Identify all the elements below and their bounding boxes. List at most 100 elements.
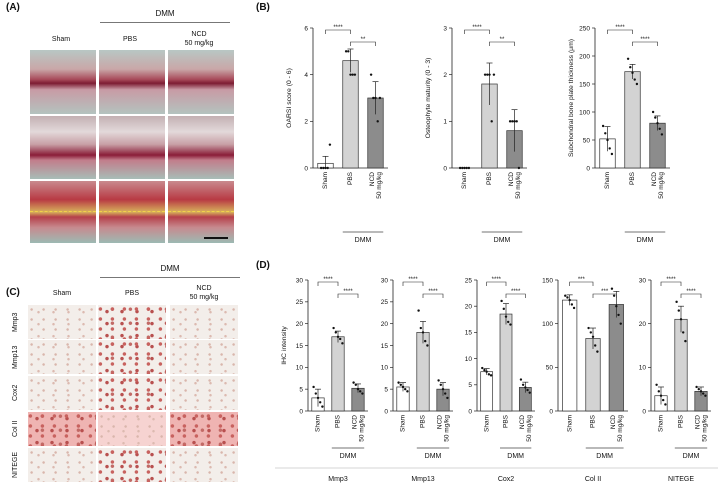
- mmp3-y-tick-label: 20: [296, 321, 304, 328]
- nitege-data-point: [655, 383, 658, 386]
- col2-category-label: Sham: [566, 415, 573, 432]
- mmp3-significance-bracket: [317, 281, 339, 286]
- osteophyte-data-point: [511, 120, 514, 123]
- oarsi-data-point: [344, 50, 348, 53]
- osteophyte-data-point: [490, 120, 493, 123]
- subchondral-data-point: [635, 82, 639, 86]
- oarsi-data-point: [376, 120, 379, 123]
- mmp13-y-tick-label: 10: [381, 365, 389, 372]
- mmp13-data-point: [444, 392, 447, 395]
- oarsi-category-label: NCD: [369, 172, 376, 186]
- cox2-data-point: [483, 368, 486, 372]
- histology-image-r3-c1: [30, 181, 96, 243]
- oarsi-data-point: [353, 73, 357, 76]
- mmp13-data-point: [426, 344, 429, 347]
- mmp3-significance-bracket: [337, 293, 359, 298]
- panel-c-col-sham: Sham: [52, 290, 72, 297]
- cox2-significance-label: ****: [511, 289, 521, 295]
- oarsi-y-tick-label: 6: [304, 25, 308, 32]
- osteophyte-data-point: [513, 120, 516, 123]
- mmp3-y-tick-label: 10: [296, 365, 304, 372]
- cox2-data-point: [481, 366, 484, 370]
- osteophyte-data-point: [508, 120, 512, 123]
- ihc-image-r1-c1: [28, 305, 96, 339]
- oarsi-data-point: [349, 73, 352, 76]
- cox2-y-tick-label: 5: [468, 382, 472, 389]
- mmp13-significance-bracket: [422, 293, 444, 298]
- mmp13-category-label: 50 mg/kg: [444, 415, 451, 442]
- panel-label-b: (B): [256, 2, 270, 13]
- ihc-image-r4-c1: [28, 412, 96, 446]
- panel-a-col-sham: Sham: [51, 36, 71, 43]
- cox2-y-tick-label: 10: [465, 356, 473, 363]
- mmp3-data-point: [312, 385, 315, 389]
- mmp13-data-point: [399, 383, 402, 386]
- panel-a-col-pbs: PBS: [122, 36, 137, 43]
- col2-bar: [608, 304, 624, 412]
- col2-significance-bracket: [569, 281, 594, 286]
- col2-significance-bracket: [592, 293, 617, 298]
- oarsi-data-point: [374, 96, 377, 100]
- mmp13-category-label: NCD: [437, 415, 444, 429]
- ihc-image-r3-c3: [170, 376, 238, 410]
- cox2-data-point: [507, 320, 510, 324]
- nitege-data-point: [662, 398, 665, 402]
- mmp3-data-point: [314, 392, 317, 395]
- col2-y-tick-label: 100: [542, 321, 553, 328]
- col2-data-point: [610, 287, 614, 290]
- subchondral-significance-label: ****: [615, 25, 625, 31]
- mmp3-y-label: IHC intensity: [281, 326, 288, 365]
- osteophyte-y-label: Osteophyte maturity (0 - 3): [425, 58, 432, 139]
- ihc-image-r1-c2: [98, 305, 166, 339]
- subchondral-category-label: 50 mg/kg: [658, 172, 665, 199]
- mmp13-group-label: DMM: [425, 453, 442, 460]
- cox2-significance-label: ****: [492, 277, 502, 283]
- nitege-data-point: [657, 390, 660, 393]
- oarsi-y-tick-label: 4: [304, 72, 308, 79]
- cox2-category-label: Sham: [483, 415, 490, 432]
- panel-a-col-ncd: NCD 50 mg/kg: [184, 31, 214, 47]
- col2-data-point: [596, 350, 599, 353]
- mmp3-data-point: [334, 331, 337, 334]
- col2-bar: [562, 299, 578, 412]
- osteophyte-y-tick-label: 2: [443, 72, 447, 79]
- ihc-image-r4-c2: [98, 412, 166, 446]
- nitege-data-point: [675, 300, 678, 304]
- col2-data-point: [594, 344, 597, 347]
- nitege-category-label: PBS: [678, 414, 685, 428]
- subchondral-data-point: [658, 127, 661, 130]
- histology-image-r2-c3: [168, 116, 234, 179]
- mmp13-data-point: [419, 326, 422, 330]
- oarsi-data-point: [326, 166, 329, 170]
- oarsi-category-label: 50 mg/kg: [376, 172, 383, 199]
- mmp3-data-point: [352, 381, 355, 384]
- mmp3-y-tick-label: 5: [299, 386, 303, 393]
- osteophyte-y-tick-label: 3: [443, 25, 447, 32]
- cox2-significance-bracket: [486, 281, 507, 286]
- mmp13-data-point: [401, 385, 405, 389]
- mmp13-data-point: [406, 390, 409, 393]
- nitege-y-tick-label: 0: [642, 408, 646, 415]
- histology-image-r1-c1: [30, 50, 96, 114]
- col2-group-label: DMM: [596, 453, 613, 460]
- nitege-data-point: [679, 318, 683, 321]
- cox2-y-tick-label: 25: [465, 277, 473, 284]
- cox2-data-point: [489, 374, 493, 377]
- mmp13-y-tick-label: 15: [381, 343, 389, 350]
- oarsi-data-point: [378, 96, 382, 100]
- mmp13-bar: [416, 332, 430, 412]
- cox2-data-point: [504, 315, 508, 318]
- mmp13-data-point: [424, 339, 427, 343]
- nitege-data-point: [704, 394, 707, 397]
- cox2-data-point: [519, 378, 523, 381]
- osteophyte-data-point: [461, 166, 464, 170]
- histology-image-r1-c2: [99, 50, 165, 114]
- col2-data-point: [612, 294, 616, 297]
- nitege-significance-label: ****: [666, 277, 676, 283]
- mmp13-category-label: Sham: [400, 415, 407, 432]
- subchondral-data-point: [629, 66, 632, 69]
- nitege-data-point: [697, 387, 700, 391]
- ihc-image-r5-c2: [98, 448, 166, 482]
- cox2-x-label: Cox2: [498, 476, 514, 483]
- mmp13-significance-bracket: [402, 281, 424, 286]
